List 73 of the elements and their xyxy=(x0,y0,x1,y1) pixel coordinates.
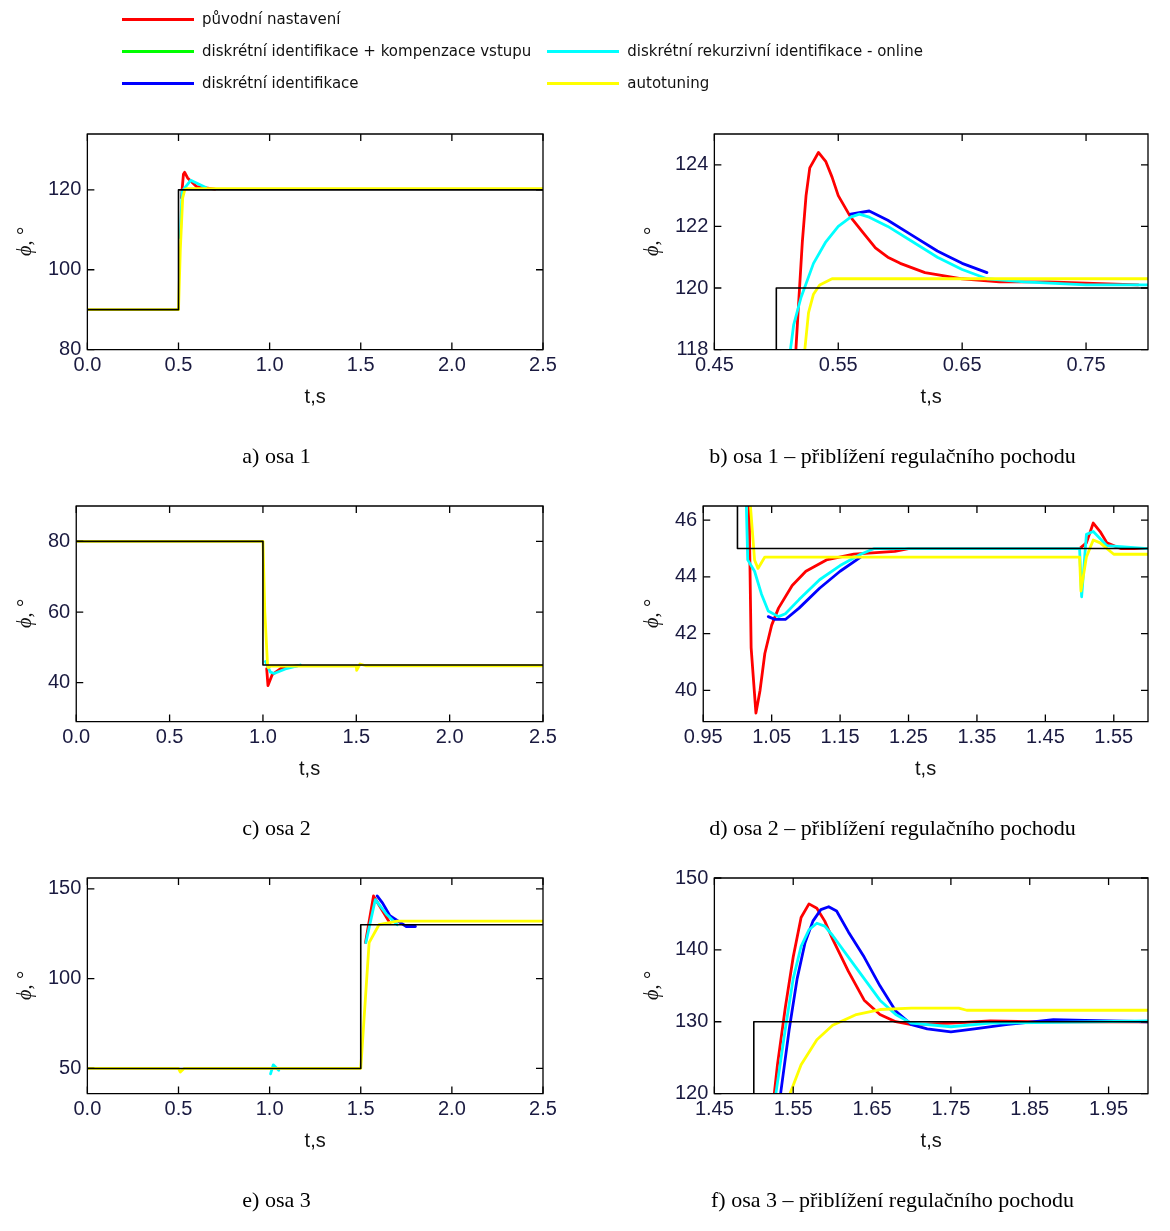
y-tick-label: 124 xyxy=(674,152,709,175)
y-axis-title: ϕ, ° xyxy=(640,599,664,628)
y-axis-title: ϕ, ° xyxy=(640,227,664,256)
x-tick-label: 1.0 xyxy=(255,353,284,376)
x-tick-label: 1.15 xyxy=(820,725,860,748)
y-tick-label: 40 xyxy=(675,677,698,700)
y-tick-label: 150 xyxy=(674,865,709,888)
x-tick-label: 1.45 xyxy=(1025,725,1065,748)
y-tick-label: 122 xyxy=(674,213,709,236)
x-tick-label: 2.5 xyxy=(529,1097,557,1120)
x-tick-label: 1.55 xyxy=(1094,725,1134,748)
legend-label: autotuning xyxy=(627,74,710,92)
text: f) osa 3 – přiblížení regulačního pochodu xyxy=(711,1186,1074,1212)
x-tick-label: 1.65 xyxy=(852,1097,892,1120)
x-tick-label: 0.0 xyxy=(73,1097,102,1120)
y-axis-title: ϕ, ° xyxy=(13,599,37,628)
legend-label: diskrétní identifikace xyxy=(202,74,359,92)
legend-label: diskrétní identifikace + kompenzace vstupu xyxy=(202,42,532,60)
y-tick-label: 120 xyxy=(47,177,82,200)
y-tick-label: 100 xyxy=(47,257,82,280)
text: a) osa 1 xyxy=(242,442,311,468)
x-tick-label: 1.05 xyxy=(752,725,792,748)
x-tick-label: 1.0 xyxy=(255,1097,284,1120)
text: b) osa 1 – přiblížení regulačního pochodu xyxy=(709,442,1076,468)
x-tick-label: 2.5 xyxy=(529,725,557,748)
x-tick-label: 0.55 xyxy=(818,353,858,376)
x-axis-title: t,s xyxy=(304,385,326,408)
x-tick-label: 0.5 xyxy=(164,1097,193,1120)
x-axis-title: t,s xyxy=(920,385,942,408)
y-tick-label: 46 xyxy=(675,507,698,530)
y-tick-label: 80 xyxy=(48,528,71,551)
x-tick-label: 1.5 xyxy=(346,1097,375,1120)
x-tick-label: 1.5 xyxy=(342,725,371,748)
text: c) osa 2 xyxy=(242,814,311,840)
y-axis-title: ϕ, ° xyxy=(640,971,664,1000)
y-tick-label: 40 xyxy=(48,670,71,693)
y-tick-label: 42 xyxy=(675,621,698,644)
x-tick-label: 0.75 xyxy=(1066,353,1106,376)
x-tick-label: 1.25 xyxy=(889,725,928,748)
x-axis-title: t,s xyxy=(299,757,321,780)
x-tick-label: 0.0 xyxy=(62,725,91,748)
y-axis-title: ϕ, ° xyxy=(13,971,37,1000)
x-tick-label: 2.0 xyxy=(437,353,466,376)
x-tick-label: 1.55 xyxy=(773,1097,813,1120)
y-tick-label: 120 xyxy=(674,275,709,298)
y-tick-label: 130 xyxy=(674,1009,709,1032)
legend-label: původní nastavení xyxy=(202,10,341,28)
x-tick-label: 1.0 xyxy=(249,725,277,748)
x-tick-label: 2.0 xyxy=(437,1097,466,1120)
y-tick-label: 100 xyxy=(47,966,82,989)
y-tick-label: 140 xyxy=(674,937,709,960)
y-tick-label: 50 xyxy=(59,1055,82,1078)
x-axis-title: t,s xyxy=(915,757,937,780)
text: d) osa 2 – přiblížení regulačního pochodu xyxy=(709,814,1076,840)
y-tick-label: 150 xyxy=(47,876,82,899)
x-axis-title: t,s xyxy=(304,1129,326,1152)
x-tick-label: 0.5 xyxy=(164,353,193,376)
x-tick-label: 0.95 xyxy=(683,725,723,748)
legend-label: diskrétní rekurzivní identifikace - online xyxy=(627,42,923,60)
y-axis-title: ϕ, ° xyxy=(13,227,37,256)
x-tick-label: 0.5 xyxy=(155,725,184,748)
text: e) osa 3 xyxy=(242,1186,311,1212)
x-axis-title: t,s xyxy=(920,1129,942,1152)
y-tick-label: 44 xyxy=(675,564,698,587)
x-tick-label: 2.5 xyxy=(529,353,557,376)
x-tick-label: 0.65 xyxy=(942,353,982,376)
x-tick-label: 1.35 xyxy=(957,725,997,748)
x-tick-label: 1.85 xyxy=(1010,1097,1050,1120)
x-tick-label: 2.0 xyxy=(435,725,464,748)
x-tick-label: 1.5 xyxy=(346,353,375,376)
x-tick-label: 1.75 xyxy=(931,1097,971,1120)
x-tick-label: 1.95 xyxy=(1089,1097,1129,1120)
y-tick-label: 60 xyxy=(48,599,71,622)
